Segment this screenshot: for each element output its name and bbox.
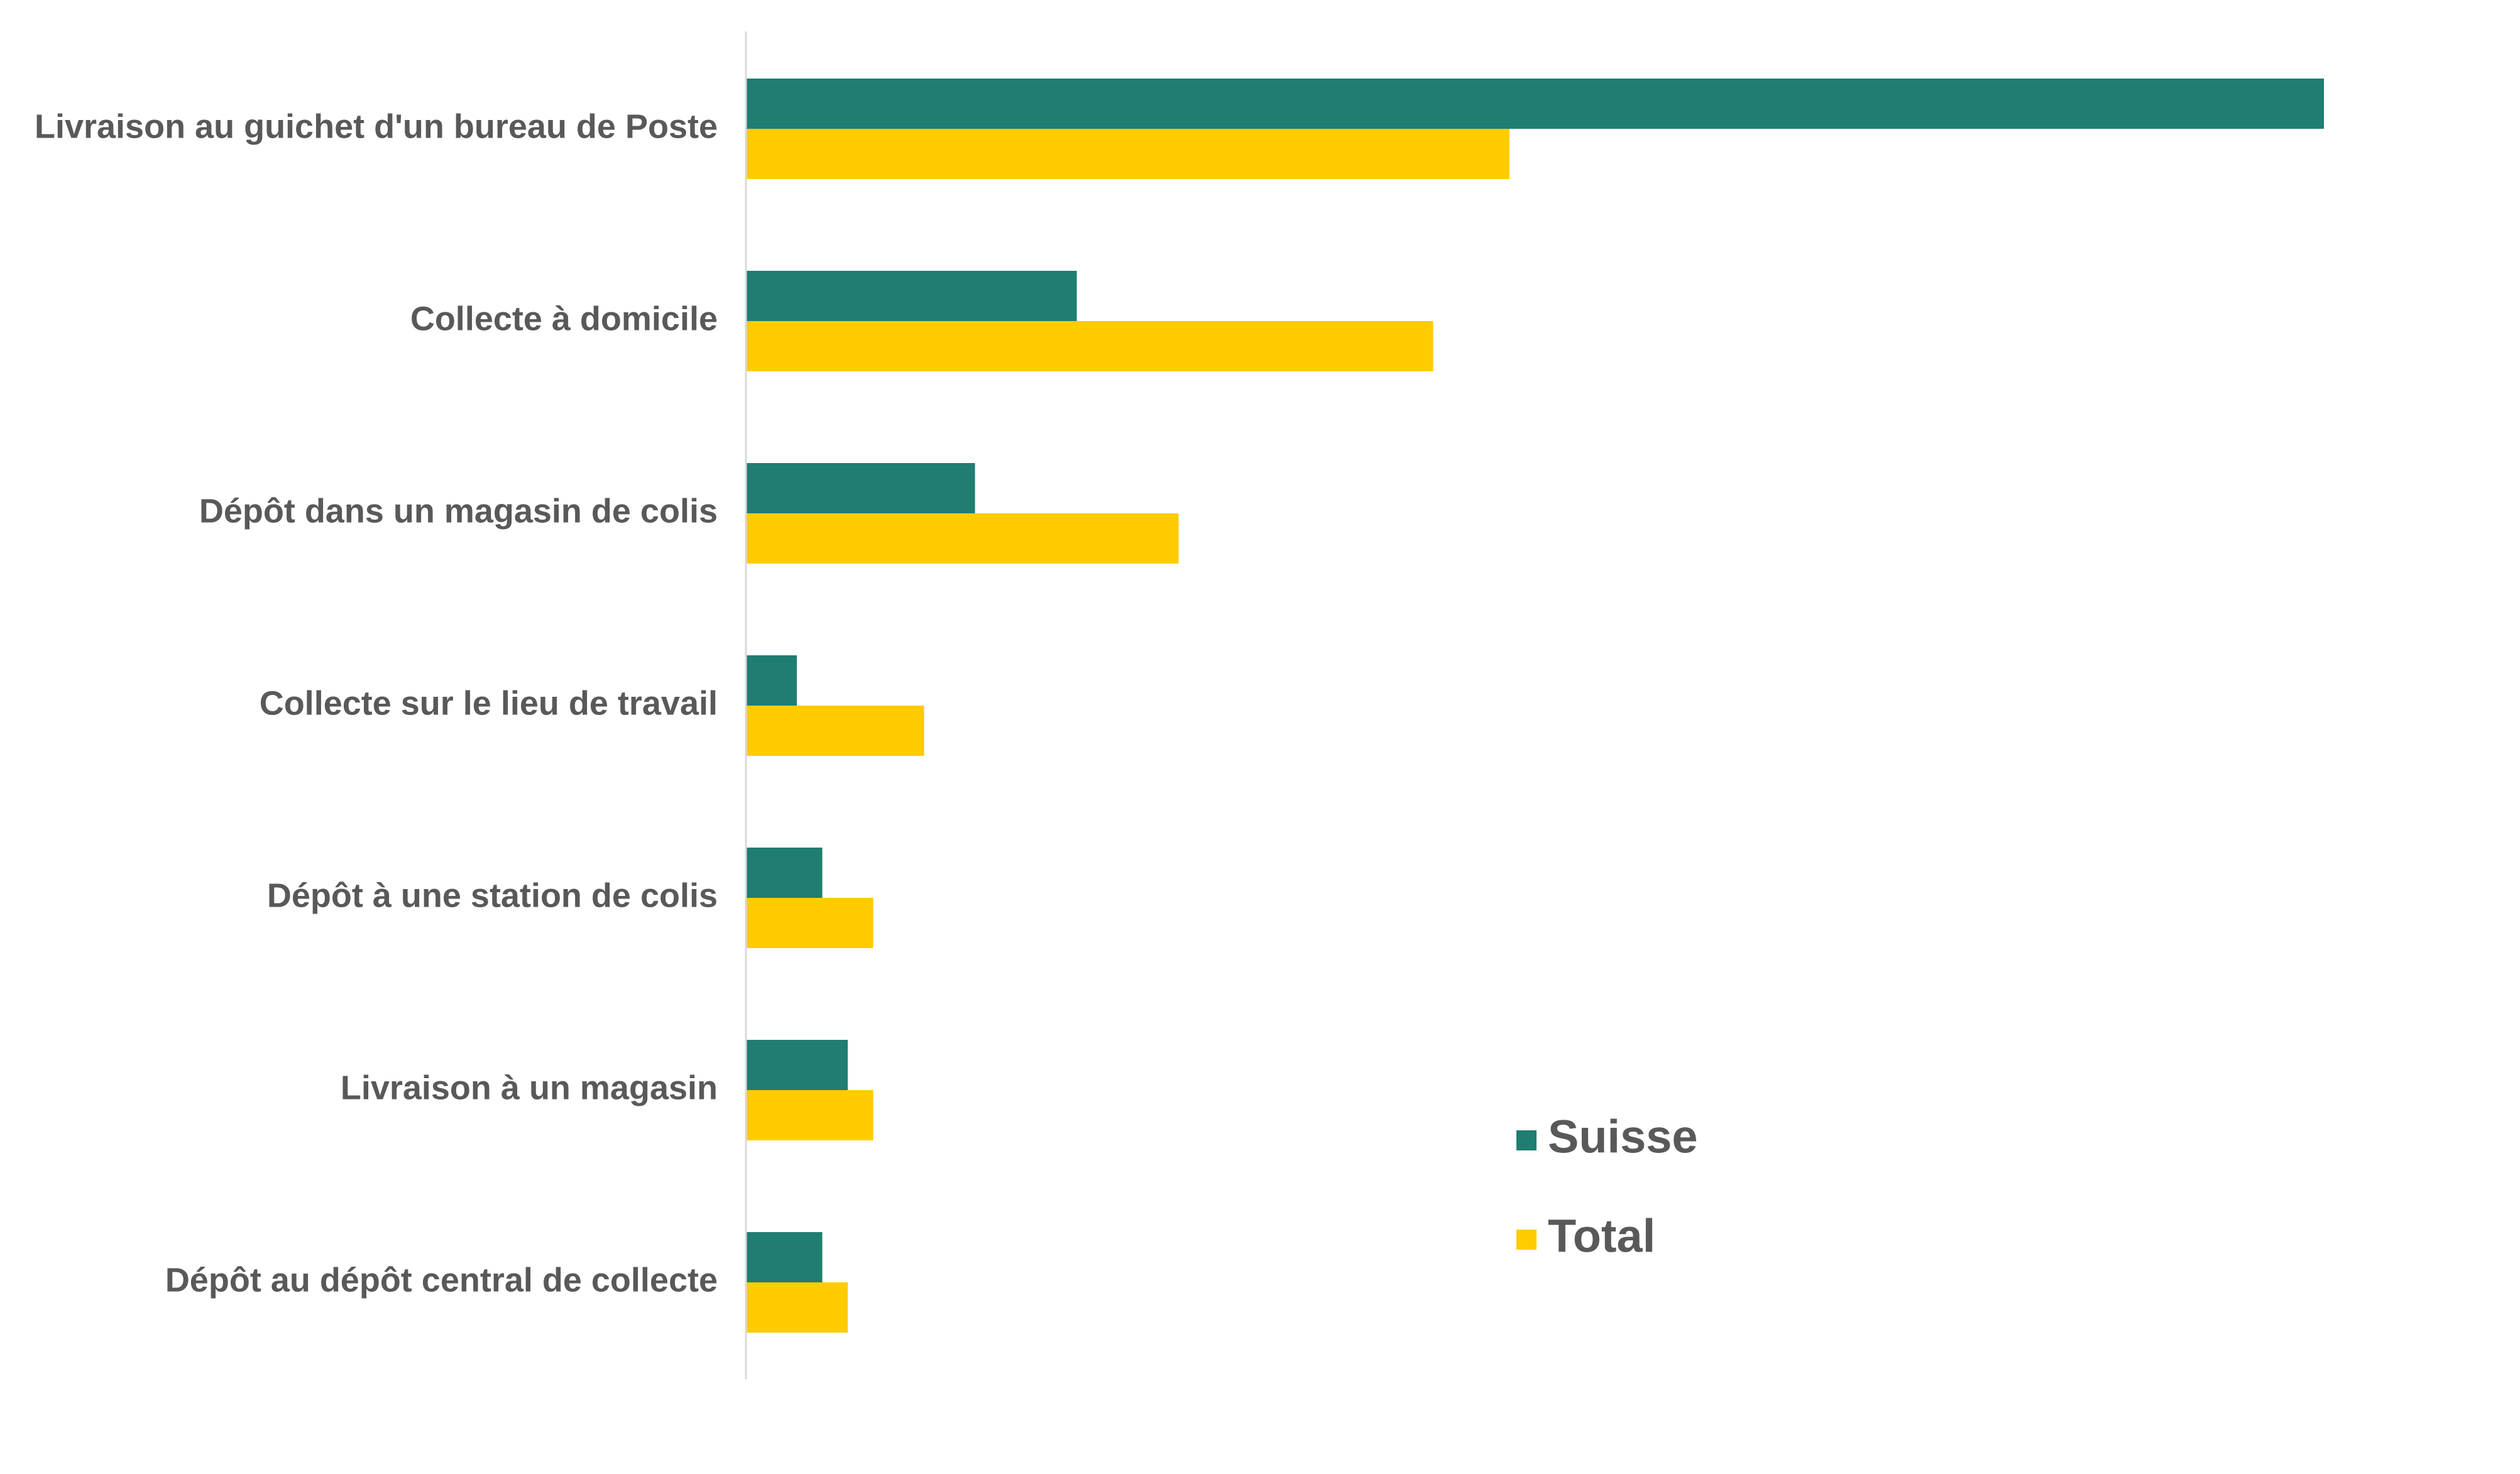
category-label: Dépôt au dépôt central de collecte (165, 1261, 718, 1299)
bar-total-0 (746, 129, 1509, 179)
bar-total-6 (746, 1282, 848, 1333)
category-label: Dépôt à une station de colis (267, 876, 718, 914)
bar-total-2 (746, 513, 1179, 564)
bar-suisse-3 (746, 655, 797, 706)
bars-group (746, 79, 2324, 1333)
bar-total-4 (746, 898, 874, 948)
bar-total-5 (746, 1090, 874, 1140)
bar-suisse-2 (746, 463, 975, 513)
legend-swatch-total (1516, 1230, 1537, 1250)
bar-suisse-5 (746, 1040, 848, 1090)
category-label: Dépôt dans un magasin de colis (199, 492, 718, 530)
category-label: Collecte à domicile (410, 300, 718, 337)
bar-suisse-1 (746, 271, 1077, 321)
legend-label-suisse: Suisse (1548, 1111, 1698, 1163)
category-label: Livraison au guichet d'un bureau de Post… (35, 107, 718, 145)
category-label: Livraison à un magasin (341, 1069, 718, 1106)
bar-suisse-6 (746, 1232, 823, 1282)
category-labels: Livraison au guichet d'un bureau de Post… (35, 107, 718, 1299)
bar-total-1 (746, 321, 1433, 371)
bar-suisse-4 (746, 848, 823, 898)
legend: Suisse Total (1516, 1111, 1698, 1262)
bar-suisse-0 (746, 79, 2324, 129)
legend-swatch-suisse (1516, 1130, 1537, 1150)
category-label: Collecte sur le lieu de travail (260, 684, 718, 722)
bar-total-3 (746, 706, 924, 756)
legend-label-total: Total (1548, 1210, 1655, 1262)
